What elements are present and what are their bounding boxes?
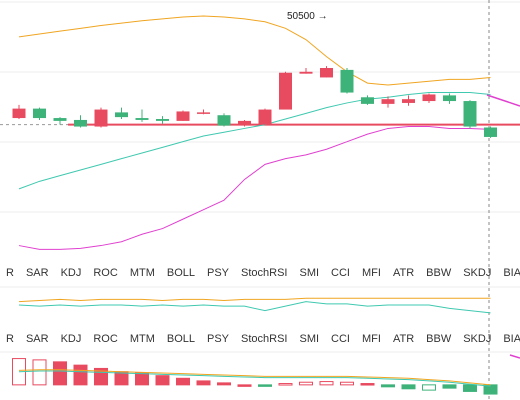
- histogram-bar-down: [381, 384, 395, 388]
- histogram-bar-up: [319, 381, 334, 386]
- primary-tab-smi[interactable]: SMI: [299, 267, 320, 279]
- histogram-signal-line-2: [18, 370, 491, 387]
- secondary-tab-r[interactable]: R: [6, 333, 14, 345]
- primary-tab-skdj[interactable]: SKDJ: [463, 267, 492, 279]
- secondary-tab-bbw[interactable]: BBW: [426, 333, 452, 345]
- histogram-bar-up: [237, 384, 252, 387]
- primary-tab-r[interactable]: R: [6, 267, 14, 279]
- candle-up: [402, 99, 415, 103]
- secondary-tab-bias[interactable]: BIAS: [503, 333, 520, 345]
- primary-tab-mfi[interactable]: MFI: [362, 267, 381, 279]
- candle-up: [197, 112, 210, 114]
- candle-down: [74, 119, 87, 127]
- oscillator-line-orange: [18, 297, 491, 303]
- candle-up: [258, 109, 272, 125]
- primary-tab-bias[interactable]: BIAS: [503, 267, 520, 279]
- ma-magenta-line: [18, 126, 491, 250]
- histogram-bar-down: [258, 384, 272, 387]
- secondary-tab-mfi[interactable]: MFI: [362, 333, 381, 345]
- histogram-bar-up: [299, 381, 313, 386]
- candle-up: [381, 99, 395, 104]
- candle-up: [238, 120, 251, 125]
- secondary-tab-skdj[interactable]: SKDJ: [463, 333, 492, 345]
- histogram-bar-down: [483, 384, 498, 395]
- histogram-bar-down: [463, 384, 477, 392]
- histogram-bar-up: [114, 371, 129, 386]
- histogram-bar-down: [401, 384, 416, 390]
- candle-down: [33, 108, 46, 119]
- projection-line: [486, 94, 520, 107]
- histogram-bar-up: [360, 383, 375, 386]
- oscillator-line-teal: [18, 301, 491, 314]
- secondary-tab-roc[interactable]: ROC: [93, 333, 118, 345]
- secondary-tab-psy[interactable]: PSY: [207, 333, 230, 345]
- primary-tab-cci[interactable]: CCI: [331, 267, 350, 279]
- candle-down: [443, 95, 456, 102]
- candle-up: [176, 111, 190, 121]
- indicator-tabs-primary: R SAR KDJ ROC MTM BOLL PSY StochRSI SMI CCI MFI ATR…: [0, 262, 520, 284]
- primary-tab-roc[interactable]: ROC: [93, 267, 118, 279]
- secondary-tab-stochrsi[interactable]: StochRSI: [241, 333, 288, 345]
- candle-down: [484, 127, 497, 137]
- primary-tab-stochrsi[interactable]: StochRSI: [241, 267, 288, 279]
- candle-down: [217, 115, 231, 126]
- histogram-bar-up: [340, 381, 354, 386]
- secondary-tab-boll[interactable]: BOLL: [166, 333, 195, 345]
- candle-down: [340, 69, 354, 93]
- candle-down: [361, 97, 374, 104]
- primary-tab-mtm[interactable]: MTM: [129, 267, 155, 279]
- histogram-bar-up: [196, 380, 211, 386]
- primary-tab-atr[interactable]: ATR: [392, 267, 415, 279]
- arrow-right-icon: →: [317, 11, 328, 22]
- candle-down: [115, 112, 128, 118]
- secondary-tab-kdj[interactable]: KDJ: [60, 333, 82, 345]
- secondary-tab-mtm[interactable]: MTM: [129, 333, 155, 345]
- primary-tab-boll[interactable]: BOLL: [166, 267, 195, 279]
- candle-up: [422, 94, 436, 102]
- candle-up: [320, 68, 333, 78]
- primary-tab-kdj[interactable]: KDJ: [60, 267, 82, 279]
- histogram-bar-up: [135, 372, 149, 386]
- ma-orange-line: [18, 15, 491, 86]
- secondary-tab-smi[interactable]: SMI: [299, 333, 320, 345]
- secondary-tab-cci[interactable]: CCI: [331, 333, 350, 345]
- histogram-bar-up: [217, 382, 231, 386]
- candle-down: [135, 118, 149, 120]
- histogram-bar-down: [442, 384, 457, 389]
- ma-teal-line: [18, 92, 491, 190]
- histogram-bar-up: [278, 383, 293, 386]
- candle-down: [463, 101, 477, 127]
- candle-down: [156, 119, 169, 121]
- candle-up: [299, 71, 313, 74]
- primary-tab-bbw[interactable]: BBW: [426, 267, 452, 279]
- histogram-bar-up: [155, 375, 170, 386]
- histogram-projection-line: [509, 354, 520, 359]
- price-annotation: 50500 →: [287, 11, 328, 22]
- indicator-tabs-secondary: R SAR KDJ ROC MTM BOLL PSY StochRSI SMI CCI MFI ATR…: [0, 328, 520, 350]
- secondary-tab-sar[interactable]: SAR: [25, 333, 49, 345]
- histogram-signal-line: [18, 369, 491, 386]
- candle-up: [279, 72, 292, 110]
- histogram-bar-up: [176, 377, 190, 386]
- secondary-tab-atr[interactable]: ATR: [392, 333, 415, 345]
- primary-tab-sar[interactable]: SAR: [25, 267, 49, 279]
- histogram-bar-up: [73, 364, 88, 386]
- primary-tab-psy[interactable]: PSY: [207, 267, 230, 279]
- histogram-bar-up: [32, 359, 47, 386]
- candle-down: [53, 118, 67, 121]
- histogram-bar-down: [422, 384, 436, 391]
- candle-up: [94, 109, 108, 127]
- histogram-bar-up: [53, 361, 67, 386]
- candle-up: [12, 108, 26, 119]
